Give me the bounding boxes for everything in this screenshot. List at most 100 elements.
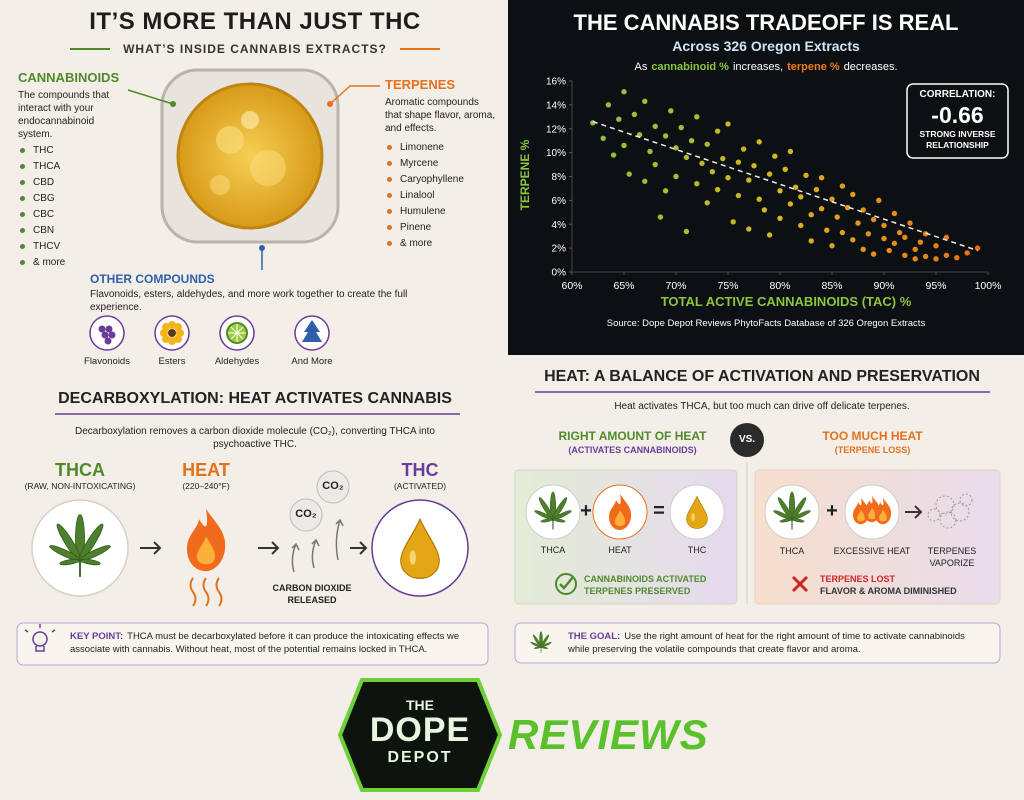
point: [886, 247, 892, 254]
list-item: CBG: [20, 191, 65, 207]
x-tick-label: 95%: [925, 280, 946, 292]
y-tick-label: 6%: [552, 196, 567, 207]
check-icon: [555, 573, 577, 595]
point: [855, 220, 861, 226]
point: [907, 220, 913, 226]
result-line: CANNABINOIDS ACTIVATED: [584, 574, 707, 584]
x-tick-label: 75%: [717, 280, 738, 292]
point: [772, 153, 778, 159]
correlation-description: STRONG INVERSE RELATIONSHIP: [919, 129, 996, 150]
point: [683, 228, 690, 235]
right-heat-result: CANNABINOIDS ACTIVATED TERPENES PRESERVED: [584, 573, 706, 597]
vs: VS.: [738, 434, 756, 445]
point: [964, 250, 970, 256]
point: [787, 201, 794, 207]
subtitle: WHAT’S INSIDE CANNABIS EXTRACTS?: [123, 42, 387, 56]
list-item: & more: [387, 236, 464, 252]
note-part: increases,: [732, 61, 784, 73]
point: [870, 216, 877, 223]
x-tick-label: 80%: [769, 280, 790, 292]
point: [621, 142, 627, 149]
correlation-value: -0.66: [931, 102, 984, 128]
chart-subtitle: Across 326 Oregon Extracts: [672, 38, 860, 54]
point: [746, 226, 752, 232]
x-tick-label: 100%: [975, 280, 1002, 292]
list-item: Limonene: [387, 140, 464, 156]
point: [746, 177, 752, 183]
point: [943, 234, 950, 241]
point: [777, 215, 783, 221]
x-tick-label: 65%: [613, 280, 634, 292]
point: [891, 240, 898, 247]
point: [777, 188, 783, 194]
point: [850, 237, 856, 243]
point: [668, 108, 674, 114]
list-item: THC: [20, 143, 65, 159]
item-label: THCA: [540, 545, 566, 555]
decarb-description: Decarboxylation removes a carbon dioxide…: [75, 426, 435, 450]
point: [798, 222, 804, 229]
point: [652, 161, 658, 168]
list-item: CBN: [20, 223, 65, 239]
point: [782, 166, 788, 173]
goal-text: Use the right amount of heat for the rig…: [568, 631, 965, 655]
key-point: KEY POINT: THCA must be decarboxylated be…: [70, 630, 480, 656]
point: [902, 234, 908, 241]
point: [829, 196, 835, 202]
chart-title: THE CANNABIS TRADEOFF IS REAL: [573, 10, 959, 35]
point: [626, 171, 632, 177]
correlation-box: [906, 83, 1009, 159]
heat-title: HEAT: A BALANCE OF ACTIVATION AND PRESER…: [544, 368, 980, 385]
chart-panel: [508, 0, 1024, 355]
step-label: THCA: [55, 460, 105, 480]
pointer: [127, 89, 174, 105]
point: [631, 111, 638, 118]
point: [683, 154, 690, 161]
logo-badge: [337, 678, 503, 792]
pointer-dot: [170, 101, 176, 107]
step-label: THC: [401, 460, 439, 480]
point: [865, 231, 872, 237]
y-tick-label: 2%: [552, 244, 567, 255]
item-label: THC: [687, 545, 707, 555]
x-tick-label: 70%: [665, 280, 686, 292]
arrows: [140, 541, 368, 555]
point: [751, 163, 757, 169]
point: [974, 245, 981, 251]
point: [704, 200, 710, 206]
point: [662, 188, 669, 194]
point: [766, 171, 773, 177]
point: [735, 159, 742, 165]
other-compounds-heading: OTHER COMPOUNDS: [90, 272, 215, 286]
point: [896, 229, 903, 236]
point: [657, 214, 664, 220]
list-item: Pinene: [387, 220, 464, 236]
y-tick-label: 8%: [552, 172, 567, 183]
step-sub: (ACTIVATED): [393, 481, 447, 491]
item-label: HEAT: [608, 545, 632, 555]
point: [662, 133, 669, 139]
point: [704, 141, 710, 147]
list-item: Humulene: [387, 204, 464, 220]
terpenes-description: Aromatic compounds that shape flavor, ar…: [385, 97, 496, 134]
key-point-box: [16, 622, 489, 666]
point: [881, 222, 887, 229]
co2-caption: CARBON DIOXIDE RELEASED: [272, 583, 352, 605]
point: [605, 102, 612, 108]
jar: [160, 68, 340, 244]
co2-bubble: [289, 498, 323, 532]
other-compounds-description: Flavonoids, esters, aldehydes, and more …: [90, 289, 408, 313]
point: [756, 139, 762, 145]
point: [673, 173, 679, 180]
icon-label: Flavonoids: [84, 356, 130, 367]
y-tick-label: 10%: [546, 148, 566, 159]
pointer-dot: [327, 101, 333, 107]
point: [839, 229, 846, 236]
y-tick-label: 4%: [552, 220, 567, 231]
too-much-result: TERPENES LOST FLAVOR & AROMA DIMINISHED: [820, 573, 957, 597]
note-part: decreases.: [843, 61, 898, 73]
logo-reviews: REVIEWS: [508, 711, 709, 758]
right-heat-heading: RIGHT AMOUNT OF HEAT: [558, 429, 707, 443]
